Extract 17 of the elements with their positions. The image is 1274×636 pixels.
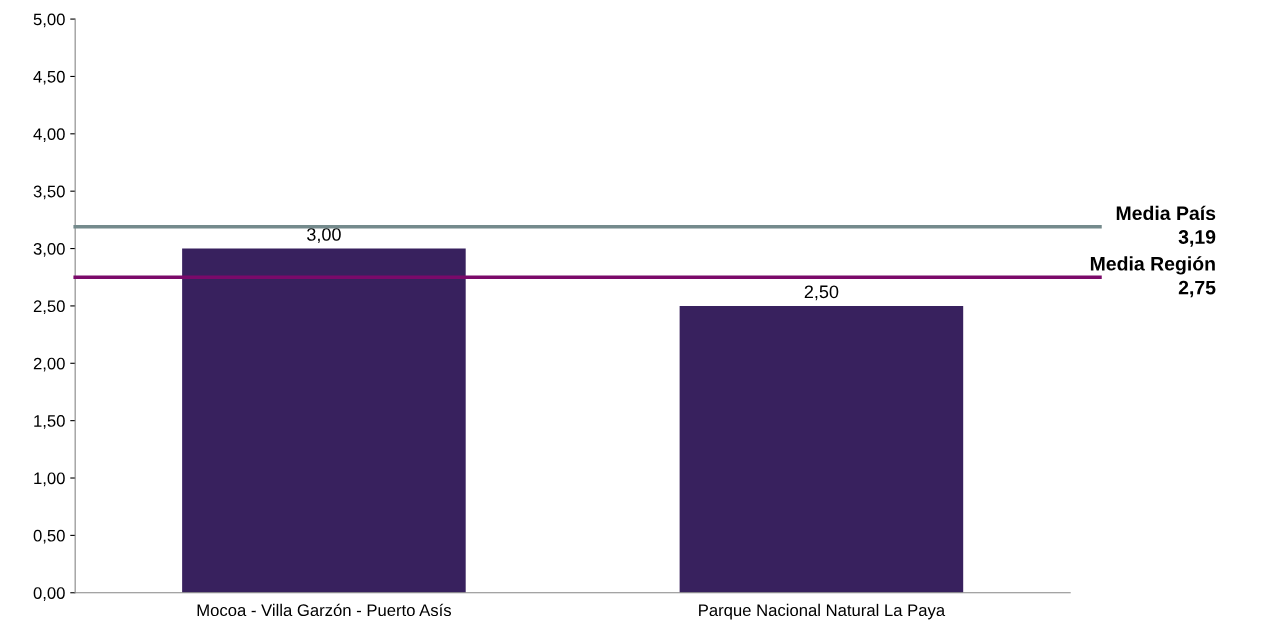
y-tick-label: 4,00 [33, 128, 65, 142]
y-tick-label: 0,00 [33, 587, 65, 601]
y-tick-label: 4,50 [33, 70, 65, 85]
y-tick-label: 3,50 [33, 185, 65, 200]
ref-line-label: Media Región 2,75 [1090, 256, 1216, 298]
x-tick-label: Parque Nacional Natural La Paya [699, 603, 946, 620]
ref-line-label: Media País 3,19 [1116, 205, 1216, 247]
y-tick-label: 5,00 [33, 13, 65, 28]
data-label: 2,50 [804, 285, 839, 301]
y-tick-label: 1,00 [34, 472, 65, 487]
y-tick-label: 0,50 [33, 529, 65, 544]
data-label: 3,00 [307, 228, 341, 243]
x-tick-label: Mocoa - Villa Garzón - Puerto Asís [197, 603, 451, 617]
y-tick-label: 3,00 [33, 242, 65, 257]
y-tick-label: 2,50 [33, 300, 65, 315]
y-tick-label: 2,00 [33, 357, 65, 372]
y-tick-label: 1,50 [34, 415, 65, 429]
